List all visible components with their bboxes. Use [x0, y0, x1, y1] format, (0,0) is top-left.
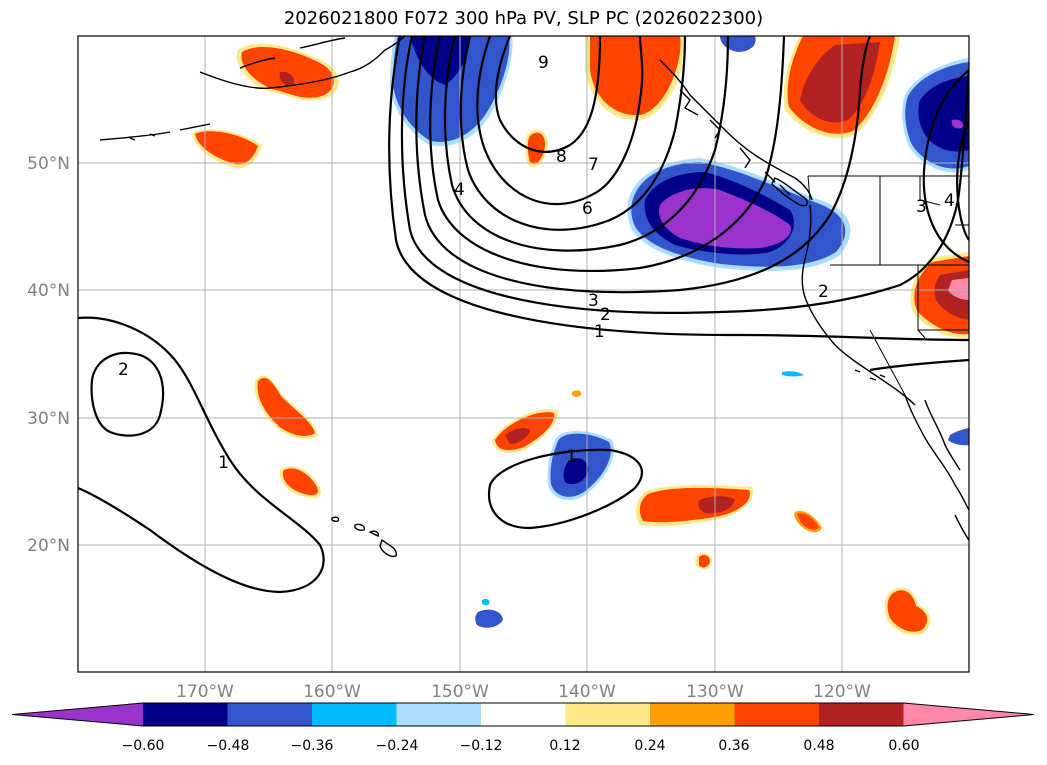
colorbar-tick-label: −0.12	[460, 738, 503, 754]
pv-positive-areas	[192, 36, 969, 636]
colorbar-segment	[650, 703, 735, 726]
colorbar-segment	[565, 703, 651, 726]
map-frame	[77, 35, 970, 673]
colorbar-segment	[734, 703, 820, 726]
contour-labels: 9 8 7 6 4 3 2 1 2 1 1 3 2 4	[118, 53, 955, 473]
colorbar-tick-label: −0.48	[207, 738, 250, 754]
contour-label: 1	[594, 322, 605, 342]
colorbar-segment	[227, 703, 313, 726]
colorbar-segment	[312, 703, 397, 726]
contour-label: 2	[818, 282, 829, 302]
pv-negative-areas	[390, 36, 969, 628]
latitude-labels: 50°N 40°N 30°N 20°N	[27, 154, 70, 556]
coastlines	[99, 36, 969, 541]
contour-label: 6	[582, 199, 593, 219]
lon-label: 120°W	[813, 682, 871, 702]
contour-label: 1	[218, 453, 229, 473]
lon-label: 140°W	[558, 682, 616, 702]
contour-label: 3	[916, 197, 927, 217]
slp-contours	[78, 36, 969, 594]
colorbar-segment	[143, 703, 228, 726]
political-borders	[807, 175, 969, 396]
lon-label: 160°W	[303, 682, 361, 702]
contour-label: 3	[588, 291, 599, 311]
hawaii-islands	[331, 516, 397, 558]
colorbar-tick-label: 0.12	[549, 738, 580, 754]
colorbar-tick-label: 0.48	[803, 738, 834, 754]
contour-label: 2	[600, 305, 611, 325]
contour-label: 9	[538, 53, 549, 73]
lat-label: 50°N	[27, 154, 70, 174]
lat-label: 40°N	[27, 281, 70, 301]
colorbar-tick-label: 0.60	[888, 738, 919, 754]
contour-label: 7	[588, 155, 599, 175]
contour-label: 4	[944, 191, 955, 211]
colorbar-tick-label: −0.36	[291, 738, 334, 754]
contour-label: 8	[556, 147, 567, 167]
longitude-labels: 170°W 160°W 150°W 140°W 130°W 120°W	[176, 682, 871, 702]
map-title: 2026021800 F072 300 hPa PV, SLP PC (2026…	[283, 8, 764, 29]
colorbar-tick-label: −0.60	[122, 738, 165, 754]
colorbar-tick-label: 0.24	[634, 738, 665, 754]
colorbar-segment	[481, 703, 566, 726]
contour-label: 1	[566, 447, 577, 467]
colorbar	[11, 702, 1035, 727]
contour-label: 2	[118, 360, 129, 380]
colorbar-extend-left	[12, 703, 143, 726]
lon-label: 150°W	[431, 682, 489, 702]
lat-label: 20°N	[27, 536, 70, 556]
colorbar-tick-labels: −0.60 −0.48 −0.36 −0.24 −0.12 0.12 0.24 …	[122, 738, 920, 754]
colorbar-outline	[11, 702, 1035, 727]
colorbar-segment	[396, 703, 482, 726]
contour-label: 4	[454, 180, 465, 200]
colorbar-segment	[819, 703, 904, 726]
lon-label: 130°W	[686, 682, 744, 702]
lat-label: 30°N	[27, 409, 70, 429]
colorbar-extend-right	[903, 703, 1034, 726]
lon-label: 170°W	[176, 682, 234, 702]
colorbar-tick-label: −0.24	[376, 738, 419, 754]
colorbar-tick-label: 0.36	[718, 738, 749, 754]
